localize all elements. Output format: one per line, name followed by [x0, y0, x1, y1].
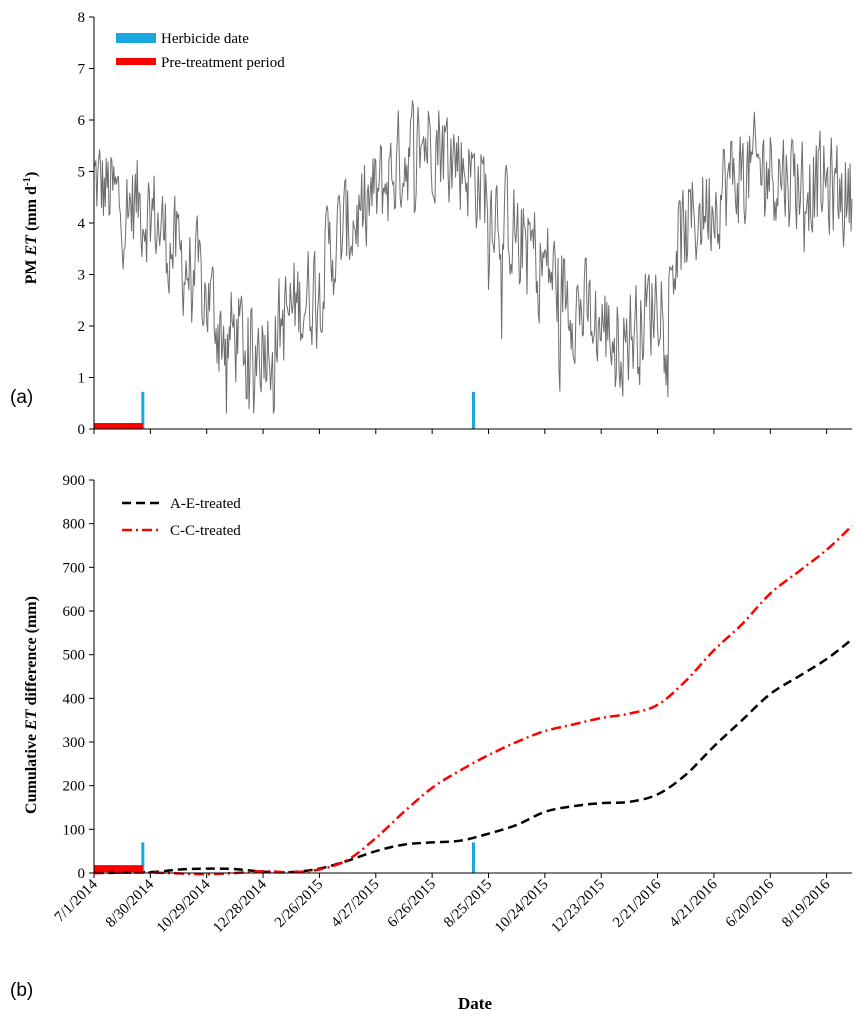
panel-a-y-ticks: 0 1 2 3 4 5 6 7 8 — [78, 10, 94, 438]
panel-b-x-tick-label: 7/1/2014 — [52, 876, 101, 925]
panel-b-x-tick-label: 2/21/2016 — [610, 876, 665, 931]
panel-a-x-ticks — [93, 429, 828, 434]
panel-b-x-tick-label: 4/21/2016 — [666, 876, 721, 931]
panel-b-y-tick-label: 0 — [78, 866, 86, 882]
panel-b-x-tick-label: 2/26/2015 — [272, 877, 326, 931]
panel-b-y-tick-label: 300 — [63, 735, 86, 751]
panel-a-y-tick-label: 1 — [78, 371, 86, 387]
panel-a-ylabel: PM ET (mm d-1) — [21, 172, 40, 285]
panel-b-y-tick-label: 800 — [63, 517, 86, 533]
panel-b-tag: (b) — [10, 980, 33, 1001]
panel-b-x-tick-label: 6/26/2015 — [385, 877, 439, 931]
pm-et-series-line — [93, 100, 853, 414]
panel-b-legend: A-E-treated C-C-treated — [122, 496, 241, 539]
panel-a-y-tick-label: 7 — [78, 62, 86, 78]
panel-b-cumulative-et: Cumulative ET difference (mm) (b) Date 0… — [10, 473, 853, 1013]
panel-b-markers — [94, 842, 475, 873]
legend-pretreatment-swatch — [116, 58, 156, 65]
panel-a-y-tick-label: 0 — [78, 422, 86, 438]
panel-b-x-tick-label: 4/27/2015 — [328, 877, 382, 931]
legend-herbicide-swatch — [116, 33, 156, 43]
panel-a-markers — [94, 391, 475, 429]
series-line-a-e-treated — [93, 638, 853, 875]
panel-b-x-tick-label: 8/25/2015 — [441, 877, 495, 931]
panel-b-y-tick-label: 400 — [63, 691, 86, 707]
panel-a-legend: Herbicide date Pre-treatment period — [116, 31, 285, 71]
panel-a-y-tick-label: 3 — [78, 268, 86, 284]
panel-b-x-tick-label: 12/28/2014 — [210, 876, 270, 936]
panel-b-series — [93, 524, 853, 876]
panel-b-x-tick-label: 8/30/2014 — [103, 876, 158, 931]
panel-b-x-tick-label: 12/23/2015 — [548, 877, 608, 937]
panel-a-y-tick-label: 6 — [78, 113, 86, 129]
panel-b-y-tick-label: 700 — [63, 560, 86, 576]
panel-b-y-tick-label: 600 — [63, 604, 86, 620]
panel-a-y-tick-label: 4 — [78, 216, 86, 232]
panel-a-y-tick-label: 8 — [78, 10, 86, 26]
legend-ae-label: A-E-treated — [170, 496, 241, 512]
panel-a-pm-et: PM ET (mm d-1) (a) 0 1 2 3 4 5 6 7 8 Herbicide d… — [10, 10, 853, 438]
panel-b-y-tick-label: 100 — [63, 822, 86, 838]
panel-b-y-ticks: 0 100 200 300 400 500 600 700 800 900 — [63, 473, 94, 882]
series-line-c-c-treated — [93, 524, 853, 876]
panel-b-y-tick-label: 500 — [63, 648, 86, 664]
panel-b-y-tick-label: 900 — [63, 473, 86, 489]
legend-cc-label: C-C-treated — [170, 523, 241, 539]
panel-b-x-tick-label: 10/24/2015 — [492, 877, 552, 937]
panel-b-x-tick-label: 6/20/2016 — [723, 876, 778, 931]
panel-b-x-tick-label: 10/29/2014 — [154, 876, 214, 936]
legend-herbicide-label: Herbicide date — [161, 31, 249, 47]
legend-pretreatment-label: Pre-treatment period — [161, 55, 285, 71]
panel-b-x-tick-label: 8/19/2016 — [779, 876, 834, 931]
panel-b-xlabel: Date — [458, 994, 492, 1013]
panel-b-ylabel: Cumulative ET difference (mm) — [23, 596, 40, 814]
panel-a-series — [93, 100, 853, 414]
panel-a-tag: (a) — [10, 387, 33, 408]
panel-b-y-tick-label: 200 — [63, 779, 86, 795]
panel-a-y-tick-label: 5 — [78, 165, 86, 181]
panel-a-y-tick-label: 2 — [78, 319, 86, 335]
